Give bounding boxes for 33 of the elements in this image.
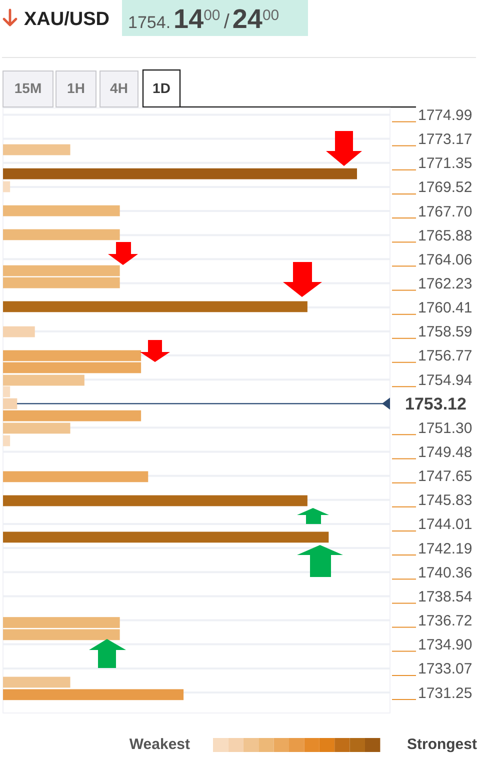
y-tick-label: 1758.59 bbox=[418, 324, 472, 341]
y-tick-label: 1738.54 bbox=[418, 588, 472, 606]
text: 15M bbox=[14, 80, 42, 96]
y-tick-label: 1771.35 bbox=[418, 155, 472, 172]
y-tick-label: 1747.65 bbox=[418, 468, 472, 486]
y-tick-label: 1734.90 bbox=[418, 636, 472, 654]
y-tick-label: 1731.25 bbox=[418, 684, 472, 702]
ref-line-label: 1753.12 bbox=[405, 394, 466, 414]
text: 4H bbox=[110, 80, 128, 96]
y-tick-label: 1742.19 bbox=[418, 540, 472, 558]
y-tick-label: 1769.52 bbox=[418, 179, 472, 196]
y-tick-label: 1744.01 bbox=[418, 516, 472, 534]
y-tick-label: 1754.94 bbox=[418, 372, 472, 389]
text: Strongest bbox=[406, 736, 477, 753]
y-tick-label: 1767.70 bbox=[418, 203, 472, 220]
y-tick-label: 1762.23 bbox=[418, 276, 472, 293]
y-tick-label: 1764.06 bbox=[418, 251, 472, 268]
chart-subtitle: 1754.14$^{00}$/24$^{00}$ bbox=[128, 4, 280, 34]
text: 1H bbox=[67, 80, 85, 96]
y-tick-label: 1751.30 bbox=[418, 420, 472, 437]
y-tick-label: 1774.99 bbox=[418, 106, 472, 124]
text: 1D bbox=[152, 80, 170, 96]
y-tick-label: 1740.36 bbox=[418, 564, 472, 582]
y-tick-label: 1749.48 bbox=[418, 444, 472, 461]
y-tick-label: 1756.77 bbox=[418, 348, 472, 365]
y-tick-label: 1745.83 bbox=[418, 492, 472, 510]
y-tick-label: 1760.41 bbox=[418, 300, 472, 317]
chart-title: XAU/USD bbox=[24, 9, 110, 30]
y-tick-label: 1736.72 bbox=[418, 612, 472, 630]
y-tick-label: 1765.88 bbox=[418, 227, 472, 244]
y-tick-label: 1773.17 bbox=[418, 131, 472, 148]
text: Weakest bbox=[129, 736, 190, 753]
y-tick-label: 1733.07 bbox=[418, 660, 472, 678]
